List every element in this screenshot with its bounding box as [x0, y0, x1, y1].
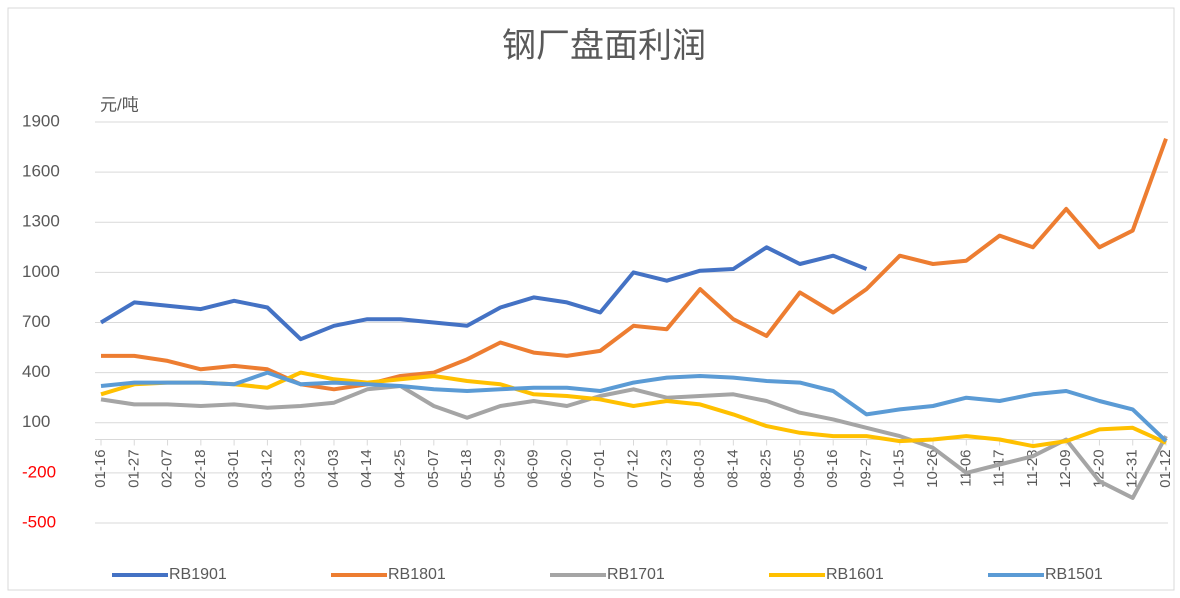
x-tick-label: 11-17	[991, 449, 1008, 486]
series-line	[99, 245, 868, 342]
series-line	[100, 370, 1168, 443]
x-tick-label: 03-23	[292, 449, 309, 487]
x-tick-label: 12-31	[1124, 449, 1141, 487]
x-tick-label: 05-07	[425, 449, 442, 487]
x-tick-label: 07-01	[591, 449, 608, 487]
x-tick-label: 12-09	[1057, 449, 1074, 487]
x-tick-label: 02-18	[192, 449, 209, 487]
y-tick-label: 1300	[22, 212, 60, 231]
legend-label: RB1901	[169, 566, 227, 583]
x-tick-label: 08-03	[691, 449, 708, 487]
legend-label: RB1601	[826, 566, 884, 583]
x-tick-label: 09-16	[824, 449, 841, 487]
chart-title: 钢厂盘面利润	[502, 27, 706, 65]
x-tick-label: 04-25	[392, 449, 409, 487]
x-tick-label: 01-27	[125, 449, 142, 487]
x-tick-label: 06-09	[525, 449, 542, 487]
chart-border	[7, 7, 1175, 591]
y-tick-label: 100	[22, 412, 50, 431]
legend-label: RB1501	[1045, 566, 1103, 583]
x-tick-label: 04-14	[358, 449, 375, 487]
x-tick-label: 11-06	[957, 449, 974, 486]
x-tick-label: 07-12	[624, 449, 641, 487]
y-tick-label: 400	[22, 362, 50, 381]
series-line	[101, 138, 1168, 392]
y-tick-label: 1900	[22, 111, 60, 130]
y-tick-label: 700	[22, 312, 50, 331]
x-tick-label: 08-25	[758, 449, 775, 487]
x-tick-label: 04-03	[325, 449, 342, 487]
x-tick-label: 09-27	[857, 449, 874, 487]
y-tick-label: -200	[22, 462, 56, 481]
x-tick-label: 05-29	[491, 449, 508, 487]
x-tick-label: 10-26	[924, 449, 941, 487]
series-line	[100, 370, 1167, 449]
x-tick-label: 06-20	[558, 449, 575, 487]
legend-label: RB1701	[607, 566, 665, 583]
x-tick-label: 07-23	[658, 449, 675, 487]
x-tick-label: 03-01	[225, 449, 242, 487]
y-tick-label: 1000	[22, 262, 60, 281]
x-tick-label: 10-15	[891, 449, 908, 487]
x-tick-label: 02-07	[159, 449, 176, 487]
x-tick-label: 01-16	[92, 449, 109, 487]
series-line	[100, 384, 1168, 500]
x-tick-label: 09-05	[791, 449, 808, 487]
y-tick-label: -500	[22, 512, 56, 531]
x-tick-label: 05-18	[458, 449, 475, 487]
x-tick-label: 03-12	[258, 449, 275, 487]
x-tick-label: 01-12	[1157, 449, 1174, 487]
y-tick-label: 1600	[22, 162, 60, 181]
y-unit: 元/吨	[100, 95, 139, 114]
x-tick-label: 08-14	[724, 449, 741, 487]
legend-label: RB1801	[388, 566, 446, 583]
